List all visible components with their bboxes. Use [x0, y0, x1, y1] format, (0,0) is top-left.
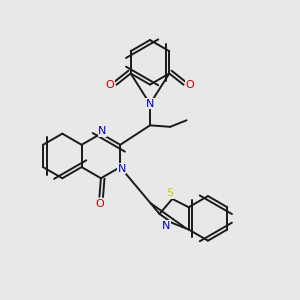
Text: N: N [146, 99, 154, 109]
Text: O: O [106, 80, 114, 90]
Text: N: N [118, 164, 126, 174]
Text: N: N [98, 126, 106, 136]
Text: N: N [162, 221, 170, 231]
Text: S: S [167, 188, 173, 198]
Text: O: O [186, 80, 194, 90]
Text: O: O [95, 199, 104, 209]
